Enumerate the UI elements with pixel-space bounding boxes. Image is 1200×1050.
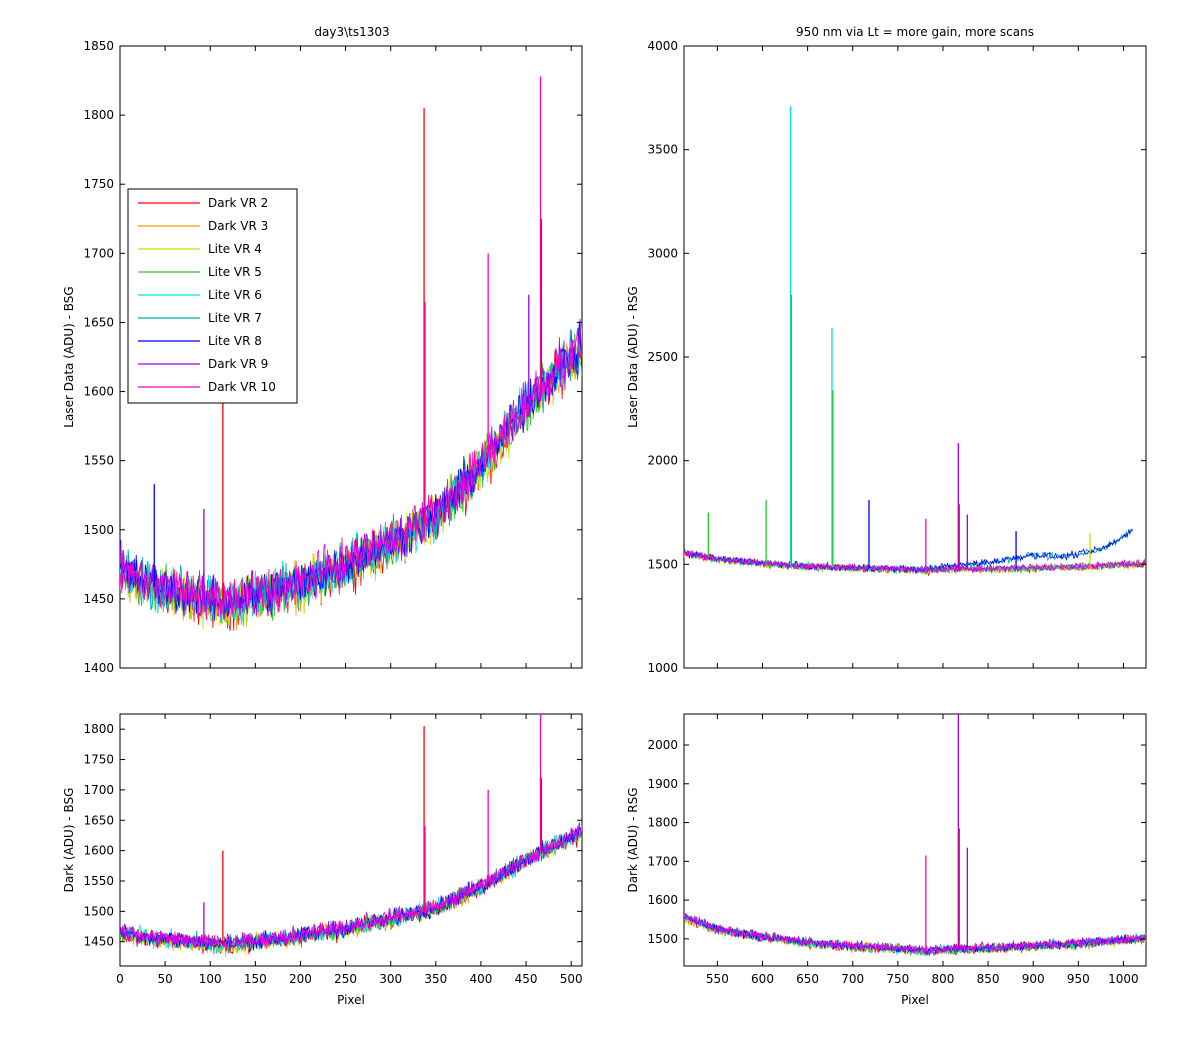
series-layer-top-right <box>684 106 1146 577</box>
y-axis-label-bottom-right: Dark (ADU) - RSG <box>626 787 640 892</box>
series-layer-bottom-right <box>684 714 1146 957</box>
y-tick-label: 1550 <box>83 454 114 468</box>
series-layer-bottom-left <box>120 714 582 958</box>
y-tick-label: 1700 <box>83 783 114 797</box>
y-tick-label: 3500 <box>647 143 678 157</box>
series-line-dark-vr-10 <box>684 549 1146 574</box>
legend-label: Dark VR 2 <box>208 196 268 210</box>
x-tick-label: 500 <box>560 972 583 986</box>
y-tick-label: 1650 <box>83 315 114 329</box>
y-tick-label: 2000 <box>647 738 678 752</box>
legend-label: Dark VR 10 <box>208 380 276 394</box>
x-tick-label: 850 <box>977 972 1000 986</box>
x-tick-label: 900 <box>1022 972 1045 986</box>
y-tick-label: 1650 <box>83 813 114 827</box>
y-tick-label: 1900 <box>647 777 678 791</box>
x-tick-label: 650 <box>796 972 819 986</box>
legend: Dark VR 2 Dark VR 3 Lite VR 4 Lite VR 5 Lite… <box>127 188 298 404</box>
legend-entries: Dark VR 2 Dark VR 3 Lite VR 4 Lite VR 5 Lite… <box>138 196 276 394</box>
legend-label: Lite VR 4 <box>208 242 262 256</box>
series-layer-top-left <box>120 76 582 631</box>
y-tick-label: 1800 <box>83 108 114 122</box>
legend-label: Lite VR 7 <box>208 311 262 325</box>
y-tick-label: 1800 <box>647 816 678 830</box>
legend-label: Dark VR 9 <box>208 357 268 371</box>
ticks-bottom-right: 550 600 650 700 750 800 850 900 950 1000 1500 1600 1… <box>647 714 1146 986</box>
y-tick-label: 1550 <box>83 874 114 888</box>
y-tick-label: 1000 <box>647 661 678 675</box>
y-tick-label: 1500 <box>83 523 114 537</box>
y-tick-label: 1450 <box>83 592 114 606</box>
x-tick-label: 150 <box>244 972 267 986</box>
y-tick-label: 1500 <box>647 932 678 946</box>
plot-area-bottom-right <box>683 713 1147 967</box>
chart-title-top-right: 950 nm via Lt = more gain, more scans <box>796 25 1034 39</box>
x-tick-label: 800 <box>932 972 955 986</box>
x-tick-label: 300 <box>379 972 402 986</box>
x-tick-label: 250 <box>334 972 357 986</box>
plot-area-top-right <box>683 45 1147 669</box>
x-tick-label: 400 <box>469 972 492 986</box>
x-tick-label: 0 <box>116 972 124 986</box>
x-tick-label: 350 <box>424 972 447 986</box>
series-line-dark-vr-10 <box>120 826 582 952</box>
x-axis-label-bottom-left: Pixel <box>337 993 365 1007</box>
chart-title-top-left: day3\ts1303 <box>314 25 389 39</box>
axes-bottom-left: 0 50 100 150 200 250 300 350 400 450 500 1450 1500 15… <box>62 713 583 1007</box>
y-tick-label: 1800 <box>83 722 114 736</box>
y-axis-label-bottom-left: Dark (ADU) - BSG <box>62 788 76 893</box>
legend-box <box>127 188 298 404</box>
y-tick-label: 1500 <box>83 904 114 918</box>
x-tick-label: 1000 <box>1108 972 1139 986</box>
y-tick-label: 1400 <box>83 661 114 675</box>
legend-label: Dark VR 3 <box>208 219 268 233</box>
x-tick-label: 700 <box>841 972 864 986</box>
ticks-top-right: 1000 1500 2000 2500 3000 3500 4000 <box>647 39 1146 675</box>
series-line-dark-vr-10 <box>120 327 582 621</box>
ticks-bottom-left: 0 50 100 150 200 250 300 350 400 450 500 1450 1500 15… <box>83 714 583 986</box>
series-line-dark-vr-10 <box>684 912 1146 955</box>
axes-bottom-right: 550 600 650 700 750 800 850 900 950 1000 1500 1600 1… <box>626 713 1147 1007</box>
y-tick-label: 1600 <box>83 385 114 399</box>
y-tick-label: 3000 <box>647 246 678 260</box>
y-tick-label: 1700 <box>647 854 678 868</box>
legend-label: Lite VR 8 <box>208 334 262 348</box>
y-tick-label: 1600 <box>83 844 114 858</box>
legend-label: Lite VR 6 <box>208 288 262 302</box>
y-tick-label: 1450 <box>83 935 114 949</box>
x-axis-label-bottom-right: Pixel <box>901 993 929 1007</box>
y-tick-label: 2000 <box>647 454 678 468</box>
x-tick-label: 200 <box>289 972 312 986</box>
ticks-top-left: 1400 1450 1500 1550 1600 1650 1700 1750 1800 1850 <box>83 39 582 675</box>
x-tick-label: 550 <box>706 972 729 986</box>
axes-top-left: day3\ts1303 1400 1450 1500 1550 1600 1650 1700… <box>62 25 583 675</box>
y-axis-label-top-left: Laser Data (ADU) - BSG <box>62 286 76 427</box>
axes-top-right: 950 nm via Lt = more gain, more scans 10… <box>626 25 1147 675</box>
x-tick-label: 950 <box>1067 972 1090 986</box>
x-tick-label: 450 <box>515 972 538 986</box>
x-tick-label: 100 <box>199 972 222 986</box>
y-tick-label: 4000 <box>647 39 678 53</box>
x-tick-label: 50 <box>157 972 172 986</box>
y-tick-label: 1500 <box>647 557 678 571</box>
y-tick-label: 1750 <box>83 753 114 767</box>
y-tick-label: 1750 <box>83 177 114 191</box>
y-tick-label: 1700 <box>83 246 114 260</box>
x-tick-label: 750 <box>886 972 909 986</box>
y-tick-label: 2500 <box>647 350 678 364</box>
y-axis-label-top-right: Laser Data (ADU) - RSG <box>626 286 640 428</box>
y-tick-label: 1850 <box>83 39 114 53</box>
x-tick-label: 600 <box>751 972 774 986</box>
legend-label: Lite VR 5 <box>208 265 262 279</box>
y-tick-label: 1600 <box>647 893 678 907</box>
